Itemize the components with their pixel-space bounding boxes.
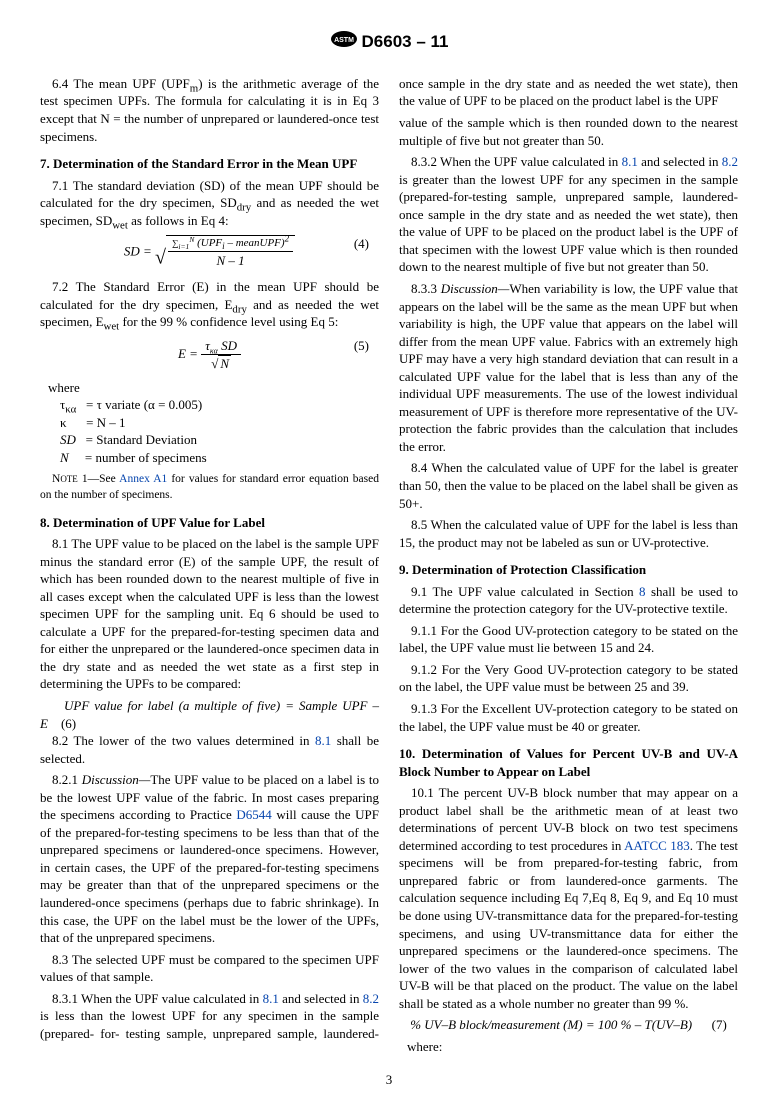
- equation-5: E = τκα SD√N (5): [40, 337, 379, 373]
- page-header: ASTM D6603 – 11: [40, 30, 738, 55]
- link-8-2-b[interactable]: 8.2: [722, 154, 738, 169]
- equation-7: % UV–B block/measurement (M) = 100 % – T…: [399, 1016, 738, 1034]
- para-8-3-3: 8.3.3 Discussion—When variability is low…: [399, 280, 738, 455]
- body-columns: 6.4 The mean UPF (UPFm) is the arithmeti…: [40, 75, 738, 1055]
- where-label-2: where:: [399, 1038, 738, 1056]
- link-annex-a1[interactable]: Annex A1: [119, 473, 167, 485]
- svg-text:ASTM: ASTM: [334, 37, 354, 44]
- para-6-4: 6.4 The mean UPF (UPFm) is the arithmeti…: [40, 75, 379, 145]
- para-10-1: 10.1 The percent UV-B block number that …: [399, 784, 738, 1012]
- para-8-3: 8.3 The selected UPF must be compared to…: [40, 951, 379, 986]
- where-label: where: [40, 379, 379, 397]
- page-number: 3: [40, 1071, 738, 1089]
- where-sd: SD = Standard Deviation: [40, 431, 379, 449]
- equation-4: SD = √∑i=1N (UPFi – meanUPF)2N – 1 (4): [40, 235, 379, 272]
- para-9-1-1: 9.1.1 For the Good UV-protection categor…: [399, 622, 738, 657]
- where-kappa: κ = N – 1: [40, 414, 379, 432]
- link-8-1-b[interactable]: 8.1: [263, 991, 279, 1006]
- section-8-head: 8. Determination of UPF Value for Label: [40, 514, 379, 532]
- para-8-4: 8.4 When the calculated value of UPF for…: [399, 459, 738, 512]
- para-7-1: 7.1 The standard deviation (SD) of the m…: [40, 177, 379, 230]
- astm-logo-icon: ASTM: [330, 30, 358, 55]
- para-8-5: 8.5 When the calculated value of UPF for…: [399, 516, 738, 551]
- link-8-2-a[interactable]: 8.2: [363, 991, 379, 1006]
- link-8-1-a[interactable]: 8.1: [315, 733, 331, 748]
- designation: D6603 – 11: [362, 32, 449, 51]
- note-1: NOTE 1—See Annex A1 for values for stand…: [40, 472, 379, 503]
- section-7-head: 7. Determination of the Standard Error i…: [40, 155, 379, 173]
- para-9-1: 9.1 The UPF value calculated in Section …: [399, 583, 738, 618]
- equation-6: UPF value for label (a multiple of five)…: [40, 697, 379, 732]
- para-8-2: 8.2 The lower of the two values determin…: [40, 732, 379, 767]
- link-8-1-c[interactable]: 8.1: [622, 154, 638, 169]
- section-10-head: 10. Determination of Values for Percent …: [399, 745, 738, 780]
- para-7-2: 7.2 The Standard Error (E) in the mean U…: [40, 278, 379, 331]
- where-tau: τκα = τ variate (α = 0.005): [40, 396, 379, 414]
- para-8-1: 8.1 The UPF value to be placed on the la…: [40, 535, 379, 693]
- para-9-1-2: 9.1.2 For the Very Good UV-protection ca…: [399, 661, 738, 696]
- para-9-1-3: 9.1.3 For the Excellent UV-protection ca…: [399, 700, 738, 735]
- link-aatcc-183[interactable]: AATCC 183: [624, 838, 690, 853]
- section-9-head: 9. Determination of Protection Classific…: [399, 561, 738, 579]
- para-8-2-1: 8.2.1 Discussion—The UPF value to be pla…: [40, 771, 379, 946]
- para-8-3-2: 8.3.2 When the UPF value calculated in 8…: [399, 153, 738, 276]
- where-n: N = number of specimens: [40, 449, 379, 467]
- para-8-3-1-cont: value of the sample which is then rounde…: [399, 114, 738, 149]
- link-d6544[interactable]: D6544: [236, 807, 271, 822]
